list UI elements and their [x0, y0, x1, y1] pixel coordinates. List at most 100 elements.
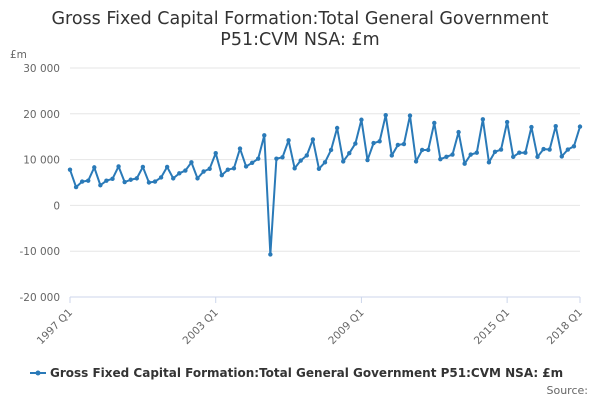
- data-point[interactable]: [128, 177, 133, 182]
- data-point[interactable]: [256, 156, 261, 161]
- data-point[interactable]: [383, 112, 388, 118]
- data-point[interactable]: [401, 141, 407, 147]
- y-axis-unit-label: £m: [10, 49, 27, 61]
- data-point[interactable]: [79, 179, 85, 184]
- x-tick-label: 2003 Q1: [181, 307, 221, 347]
- data-point[interactable]: [553, 123, 558, 129]
- data-point[interactable]: [577, 124, 583, 129]
- data-point[interactable]: [316, 166, 322, 171]
- data-point[interactable]: [213, 150, 218, 156]
- data-point[interactable]: [134, 176, 139, 181]
- data-point[interactable]: [110, 176, 115, 182]
- data-point[interactable]: [146, 180, 152, 185]
- x-tick-label: 2018 Q1: [545, 307, 585, 347]
- data-point[interactable]: [523, 150, 528, 155]
- data-point[interactable]: [298, 158, 303, 163]
- data-point[interactable]: [73, 184, 79, 190]
- data-point[interactable]: [353, 141, 358, 146]
- data-point[interactable]: [347, 150, 352, 156]
- data-point[interactable]: [310, 137, 316, 142]
- data-point[interactable]: [231, 166, 237, 171]
- source-label: Source:: [547, 384, 589, 397]
- data-point[interactable]: [559, 154, 564, 159]
- data-point[interactable]: [371, 140, 376, 146]
- data-point[interactable]: [547, 147, 552, 152]
- data-point[interactable]: [177, 171, 182, 176]
- data-point[interactable]: [122, 179, 127, 185]
- data-point[interactable]: [365, 157, 370, 163]
- data-point[interactable]: [407, 113, 413, 118]
- data-point[interactable]: [389, 153, 394, 158]
- data-point[interactable]: [189, 160, 194, 165]
- data-point[interactable]: [456, 129, 461, 135]
- y-tick-label: 30 000: [23, 63, 60, 75]
- data-point[interactable]: [268, 252, 273, 257]
- data-point[interactable]: [426, 147, 431, 153]
- data-point[interactable]: [304, 153, 309, 158]
- x-tick-label: 2009 Q1: [326, 307, 366, 347]
- y-tick-label: 20 000: [23, 109, 60, 121]
- data-point[interactable]: [280, 155, 285, 160]
- data-point[interactable]: [341, 159, 346, 164]
- data-point[interactable]: [328, 147, 334, 153]
- data-point[interactable]: [517, 150, 522, 155]
- data-point[interactable]: [225, 167, 231, 172]
- legend-marker-swatch: [35, 370, 41, 376]
- data-point[interactable]: [104, 178, 109, 183]
- data-point[interactable]: [444, 154, 449, 160]
- data-point[interactable]: [262, 133, 267, 138]
- data-point[interactable]: [377, 139, 382, 144]
- data-point[interactable]: [468, 152, 473, 157]
- data-point[interactable]: [511, 154, 516, 160]
- data-point[interactable]: [541, 146, 546, 152]
- data-point[interactable]: [571, 144, 577, 149]
- data-point[interactable]: [492, 149, 498, 155]
- data-point[interactable]: [395, 142, 401, 148]
- data-point[interactable]: [183, 168, 188, 173]
- data-point[interactable]: [237, 146, 243, 151]
- data-point[interactable]: [286, 138, 291, 143]
- data-point[interactable]: [474, 150, 479, 155]
- data-point[interactable]: [359, 117, 364, 122]
- data-point[interactable]: [171, 176, 176, 181]
- data-point[interactable]: [152, 179, 158, 184]
- data-point[interactable]: [413, 159, 419, 164]
- data-point[interactable]: [207, 166, 212, 171]
- y-axis-ticks: 30 000 20 000 10 000 0 -10 000 -20 000: [19, 63, 60, 304]
- data-series: [67, 112, 583, 257]
- data-point[interactable]: [462, 161, 467, 166]
- y-tick-label: -10 000: [19, 246, 60, 258]
- legend-label: Gross Fixed Capital Formation:Total Gene…: [50, 366, 563, 380]
- data-point[interactable]: [116, 164, 121, 169]
- data-point[interactable]: [140, 164, 146, 170]
- data-point[interactable]: [498, 147, 504, 152]
- data-point[interactable]: [565, 147, 571, 152]
- data-point[interactable]: [529, 124, 534, 130]
- data-point[interactable]: [92, 165, 97, 170]
- legend[interactable]: Gross Fixed Capital Formation:Total Gene…: [30, 366, 563, 380]
- data-point[interactable]: [480, 117, 486, 122]
- data-point[interactable]: [158, 175, 164, 180]
- data-point[interactable]: [334, 125, 340, 131]
- data-point[interactable]: [504, 119, 510, 125]
- data-point[interactable]: [535, 154, 540, 160]
- data-point[interactable]: [195, 176, 200, 181]
- data-point[interactable]: [438, 156, 443, 162]
- data-point[interactable]: [86, 178, 91, 183]
- chart-title: Gross Fixed Capital Formation:Total Gene…: [51, 9, 548, 50]
- data-point[interactable]: [432, 120, 437, 126]
- x-axis: 1997 Q1 2003 Q1 2009 Q1 2015 Q1 2018 Q1: [35, 296, 585, 347]
- data-point[interactable]: [164, 164, 170, 170]
- data-point[interactable]: [292, 166, 297, 171]
- data-point[interactable]: [274, 156, 279, 161]
- data-point[interactable]: [419, 147, 425, 153]
- data-point[interactable]: [322, 160, 328, 165]
- data-point[interactable]: [67, 167, 73, 172]
- data-point[interactable]: [98, 183, 103, 188]
- data-point[interactable]: [450, 152, 455, 157]
- data-point[interactable]: [219, 172, 224, 178]
- data-point[interactable]: [243, 164, 249, 169]
- data-point[interactable]: [486, 160, 492, 165]
- data-point[interactable]: [201, 169, 206, 174]
- data-point[interactable]: [249, 160, 255, 166]
